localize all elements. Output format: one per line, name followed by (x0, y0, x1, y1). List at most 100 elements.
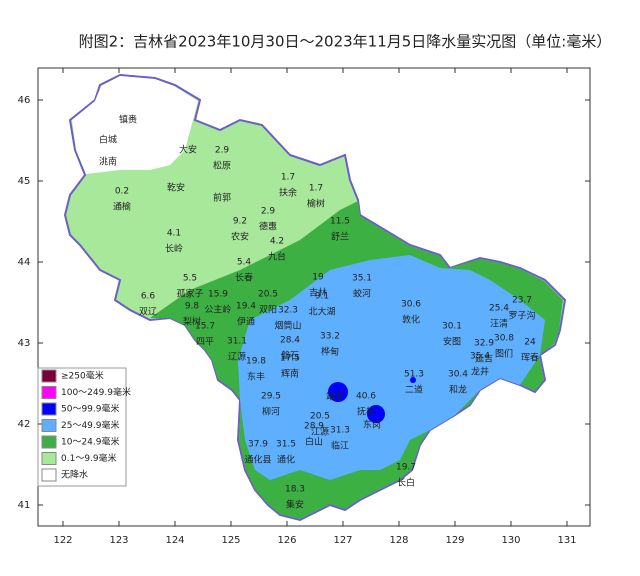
station-name: 九台 (268, 251, 286, 263)
station-name: 长岭 (165, 243, 183, 255)
station-name: 长春 (235, 272, 253, 284)
station-value: 32.3 (278, 306, 298, 316)
station-name: 磐石 (281, 350, 299, 362)
lat-tick-label: 43 (18, 338, 31, 349)
station-value: 9.2 (233, 217, 247, 227)
station-name: 通榆 (113, 201, 131, 213)
legend-label: 100～249.9毫米 (61, 386, 131, 398)
lon-tick-label: 123 (109, 535, 128, 546)
legend-swatch (41, 419, 57, 432)
lat-tick-label: 41 (18, 500, 31, 511)
station-value: 30.4 (448, 370, 468, 380)
legend-swatch (41, 402, 57, 416)
station-name: 辽源 (228, 352, 246, 363)
station-value: 20.5 (310, 412, 330, 422)
station-name: 蛟河 (353, 288, 371, 300)
station-name: 龙井 (471, 366, 489, 378)
station-name: 大安 (179, 144, 197, 156)
station-value: 33.2 (320, 332, 340, 342)
station-value: 18.3 (285, 485, 305, 495)
station-name: 榆树 (307, 198, 325, 210)
station-name: 辉南 (281, 368, 299, 380)
station-name: 珲春 (521, 352, 539, 364)
legend-swatch (41, 386, 57, 399)
station-value: 31.1 (227, 337, 247, 347)
station-value: 4.1 (167, 229, 181, 239)
station-value: 35.1 (352, 274, 372, 284)
legend-label: 25～49.9毫米 (61, 419, 120, 431)
station-value: 30.8 (494, 334, 514, 344)
station-name: 吉林 (309, 287, 327, 299)
lat-tick-label: 42 (18, 419, 31, 430)
station-value: 15.9 (208, 290, 228, 300)
map-title: 附图2：吉林省2023年10月30日～2023年11月5日降水量实况图（单位:毫… (79, 33, 612, 51)
station-name: 烟筒山 (274, 320, 301, 332)
legend-swatch (41, 369, 57, 383)
lon-tick-label: 130 (501, 535, 520, 546)
station-value: 40.6 (356, 392, 376, 402)
station-name: 伊通 (237, 316, 255, 328)
legend-swatch (41, 468, 57, 482)
station-value: 25.4 (489, 304, 509, 314)
station-name: 农安 (231, 231, 249, 243)
station-name: 抚松 (357, 406, 375, 418)
rain-50-100-area (328, 382, 348, 402)
station-value: 15.7 (195, 322, 215, 332)
station-value: 6.6 (141, 292, 156, 302)
station-name: 柳河 (262, 406, 280, 418)
station-name: 汪清 (490, 318, 508, 330)
station-value: 17.5 (280, 354, 300, 364)
lon-tick-label: 127 (333, 535, 352, 546)
rain-50-100-area (410, 377, 416, 383)
station-name: 双辽 (139, 307, 157, 318)
no-rain-area (72, 76, 198, 174)
station-name: 通化县 (244, 454, 271, 466)
rain-50-100-area (367, 405, 385, 423)
station-name: 白城 (99, 134, 117, 146)
station-name: 靖宇 (326, 391, 344, 403)
station-value: 1.7 (309, 184, 323, 194)
station-value: 28.9 (304, 422, 324, 432)
station-name: 东岗 (363, 419, 381, 431)
station-value: 11.5 (330, 217, 350, 227)
station-name: 扶余 (279, 187, 297, 199)
station-value: 30.6 (401, 300, 421, 310)
lon-tick-label: 124 (165, 535, 184, 546)
lon-tick-label: 125 (221, 535, 240, 546)
lon-tick-label: 122 (53, 535, 72, 546)
station-name: 梨树 (183, 316, 201, 328)
station-value: 19 (312, 273, 324, 283)
station-name: 东丰 (247, 371, 265, 383)
station-value: 19.4 (236, 302, 256, 312)
station-value: 35.4 (470, 352, 490, 362)
station-name: 集安 (286, 499, 304, 511)
lat-tick-label: 45 (18, 176, 31, 187)
station-value: 32.9 (474, 339, 494, 349)
legend-swatch (41, 435, 57, 449)
legend-label: ≥250毫米 (61, 370, 104, 382)
lon-tick-label: 128 (389, 535, 408, 546)
lat-tick-label: 44 (18, 257, 31, 268)
legend-swatch (41, 452, 57, 465)
station-name: 四平 (196, 337, 214, 348)
legend-label: 0.1～9.9毫米 (61, 452, 117, 464)
station-name: 二道 (405, 384, 423, 396)
lon-tick-label: 129 (445, 535, 464, 546)
station-name: 罗子沟 (508, 310, 535, 322)
station-value: 30.1 (442, 322, 462, 332)
rain-25-50-area (238, 255, 545, 480)
station-name: 安图 (443, 336, 461, 348)
station-name: 图们 (495, 348, 513, 360)
station-value: 9.8 (185, 302, 200, 312)
station-name: 白山 (305, 436, 323, 448)
station-value: 0.2 (115, 187, 129, 197)
legend-label: 10～24.9毫米 (61, 436, 120, 448)
station-value: 5.5 (183, 274, 197, 284)
legend-label: 无降水 (61, 469, 88, 481)
lon-tick-label: 131 (557, 535, 576, 546)
station-name: 北大湖 (308, 306, 335, 318)
station-name: 洮南 (99, 156, 117, 168)
station-name: 公主岭 (204, 304, 231, 316)
station-name: 德惠 (259, 221, 277, 233)
station-name: 舒兰 (331, 231, 349, 243)
